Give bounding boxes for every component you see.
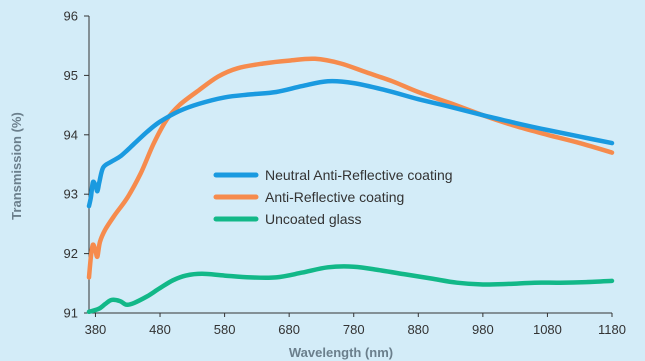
legend-label: Uncoated glass	[265, 211, 362, 227]
x-tick-label: 1180	[598, 322, 626, 337]
legend-label: Anti-Reflective coating	[265, 189, 404, 205]
series-line-neutral-anti-reflective-coating	[86, 78, 615, 209]
y-tick-label: 94	[64, 127, 78, 142]
x-tick-label: 580	[214, 322, 236, 337]
x-tick-label: 1080	[533, 322, 562, 337]
x-axis-title: Wavelength (nm)	[289, 345, 393, 360]
series-line-anti-reflective-coating	[86, 56, 615, 280]
y-tick-label: 92	[64, 246, 78, 261]
series-layer	[86, 56, 615, 315]
y-tick-label: 93	[64, 187, 78, 202]
y-tick-label: 95	[64, 68, 78, 83]
y-tick-label: 96	[64, 9, 78, 24]
x-tick-label: 380	[85, 322, 107, 337]
x-tick-label: 780	[343, 322, 365, 337]
x-tick-label: 980	[472, 322, 494, 337]
x-tick-label: 480	[149, 322, 171, 337]
legend-label: Neutral Anti-Reflective coating	[265, 167, 453, 183]
x-tick-label: 680	[278, 322, 300, 337]
x-tick-label: 880	[407, 322, 429, 337]
legend: Neutral Anti-Reflective coating Anti-Refl…	[213, 167, 453, 227]
y-tick-label: 91	[64, 306, 78, 321]
y-axis-title: Transmission (%)	[9, 112, 24, 220]
tick-labels: 91 92 93 94 95 96 380 480 580 680 780 880 980 1080 118…	[64, 9, 626, 338]
series-line-uncoated-glass	[86, 264, 615, 315]
